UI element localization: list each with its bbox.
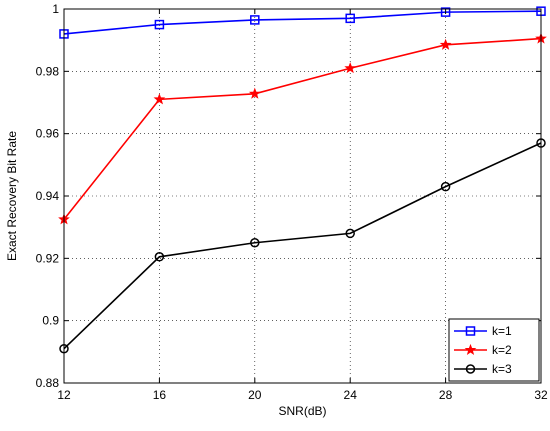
legend-label: k=1: [492, 324, 512, 338]
legend-marker: [465, 326, 476, 336]
data-point: [440, 7, 451, 17]
data-point: [250, 238, 260, 248]
x-tick-label: 20: [248, 388, 262, 402]
legend-label: k=3: [492, 362, 512, 376]
series-line: [63, 37, 542, 220]
x-tick-label: 28: [439, 388, 453, 402]
data-point: [344, 62, 357, 74]
legend-label: k=2: [492, 343, 512, 357]
legend-marker: [464, 343, 477, 355]
data-point: [250, 15, 260, 25]
legend: k=1 k=2 k=3: [448, 318, 540, 382]
y-tick-label: 0.88: [36, 376, 60, 390]
data-point: [154, 252, 165, 262]
data-point: [345, 228, 355, 239]
data-point: [154, 19, 165, 30]
ticks: 12 16 20 24 28 32 0.88 0.9 0.92 0.94 0.96 0.98 1: [36, 2, 548, 402]
y-tick-label: 0.9: [42, 314, 59, 328]
y-tick-label: 0.92: [36, 251, 60, 265]
x-tick-label: 32: [534, 388, 548, 402]
data-point: [345, 13, 355, 24]
x-tick-label: 12: [57, 388, 71, 402]
x-tick-label: 24: [344, 388, 358, 402]
legend-marker: [465, 364, 476, 374]
series-line: [63, 142, 542, 350]
y-tick-label: 0.96: [36, 127, 60, 141]
y-tick-label: 1: [52, 2, 59, 16]
x-tick-label: 16: [153, 388, 167, 402]
y-axis-label: Exact Recovery Bit Rate: [5, 131, 19, 261]
data-point: [439, 38, 452, 50]
x-axis-label: SNR(dB): [278, 404, 326, 418]
data-point: [440, 181, 451, 192]
series-1: [59, 6, 546, 39]
y-tick-label: 0.94: [36, 189, 60, 203]
data-point: [153, 93, 166, 105]
y-tick-label: 0.98: [36, 64, 60, 78]
data-point: [248, 87, 261, 99]
series-line: [63, 10, 542, 35]
